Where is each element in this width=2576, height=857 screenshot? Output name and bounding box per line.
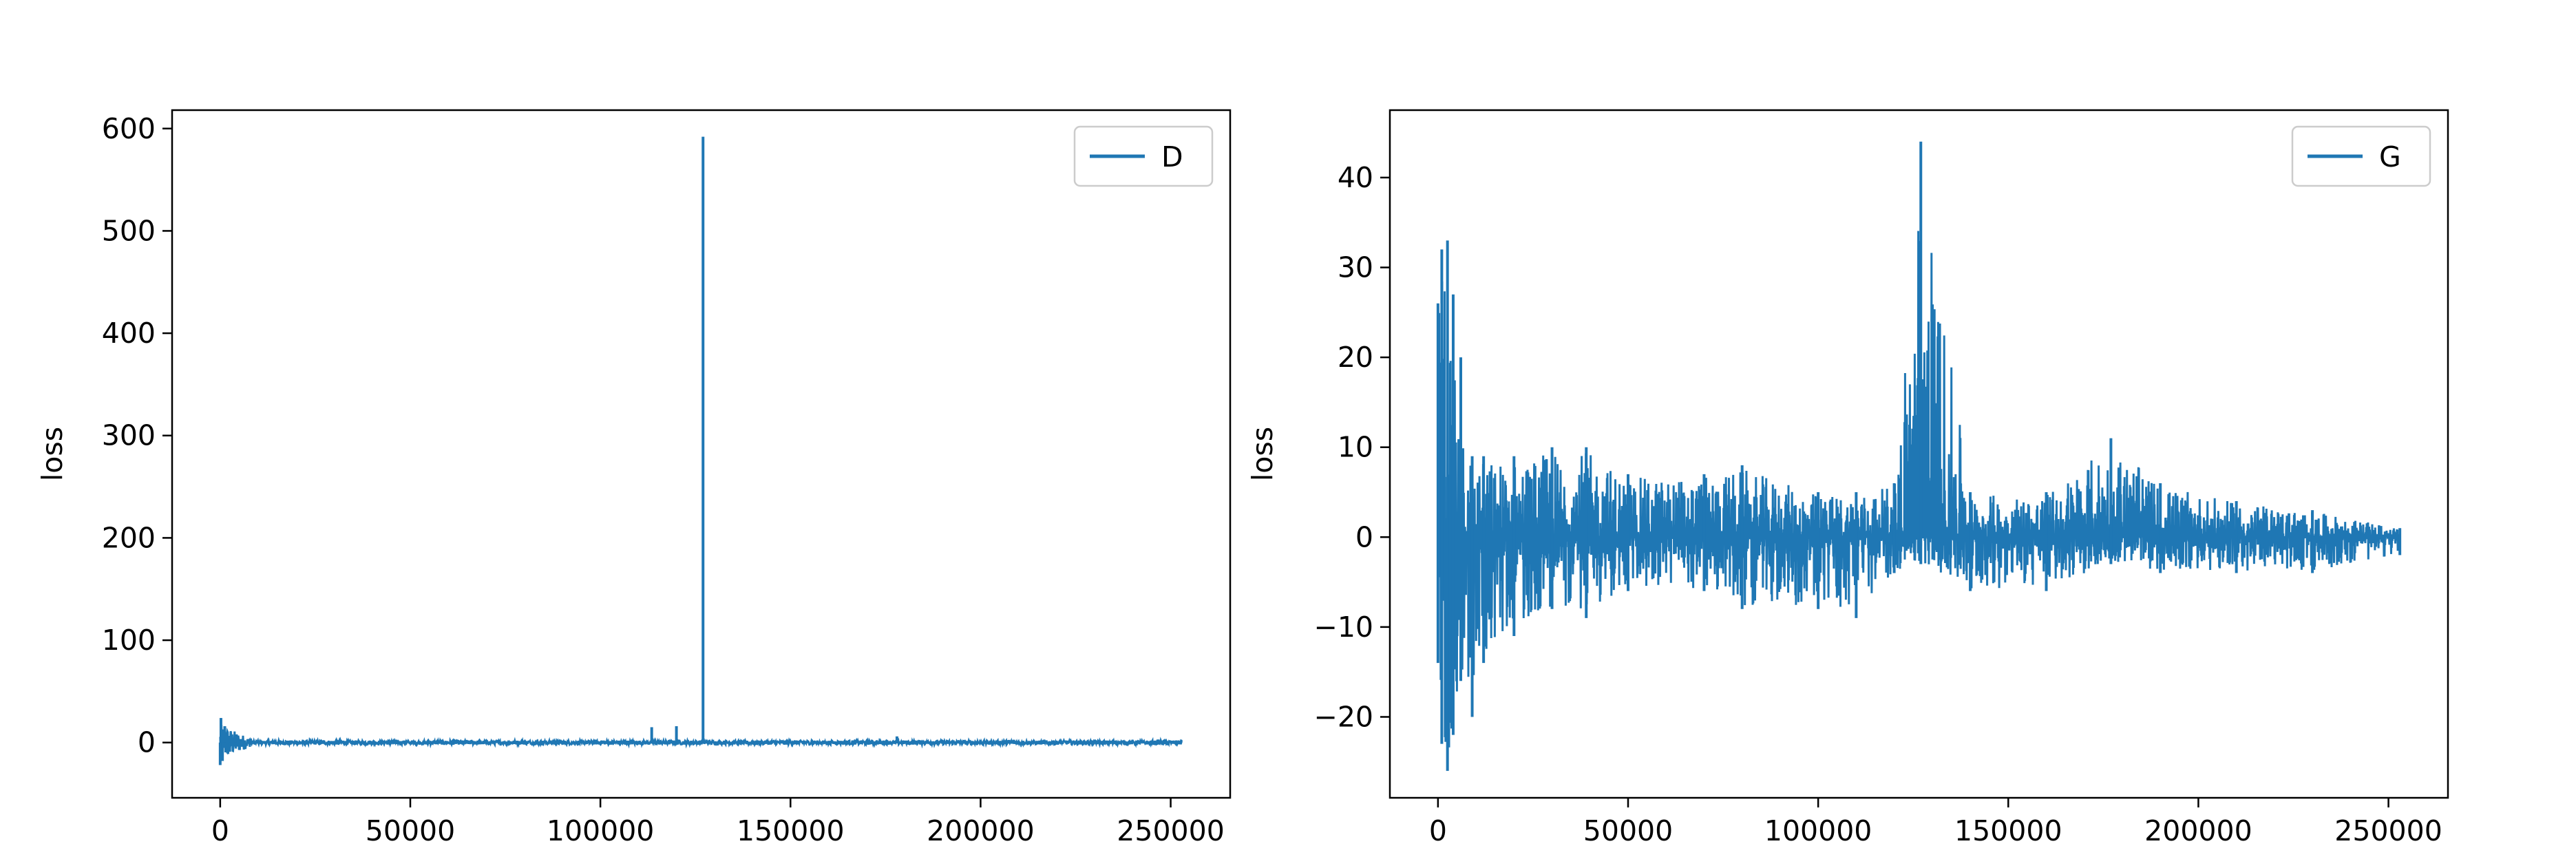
legend: G [2291,125,2431,187]
y-tick-label: 100 [102,624,156,657]
series-line [219,724,1183,755]
x-tick-label: 100000 [547,814,655,847]
y-tick-label: 0 [1355,520,1373,553]
y-tick-label: 0 [138,726,156,759]
y-axis: 0 100 200 300 400 500 600 [102,112,172,759]
x-tick-label: 0 [211,814,229,847]
y-tick-label: −20 [1313,700,1373,733]
x-tick-label: 150000 [1954,814,2062,847]
series-d [218,136,1183,765]
x-tick-label: 200000 [927,814,1035,847]
axes-frame [1389,109,2449,799]
chart-panel-generator: 0 50000 100000 150000 200000 250000 −20 −10 0 10… [1246,109,2449,847]
x-tick-label: 150000 [737,814,845,847]
y-axis-label: loss [36,427,69,481]
x-tick-label: 0 [1429,814,1447,847]
y-tick-label: 300 [102,419,156,452]
legend-label-d: D [1161,140,1183,173]
x-tick-label: 50000 [1583,814,1673,847]
x-tick-label: 250000 [2334,814,2442,847]
y-axis-label: loss [1246,427,1279,481]
y-axis: −20 −10 0 10 20 30 40 [1313,161,1390,733]
y-tick-label: 400 [102,317,156,350]
y-tick-label: 500 [102,214,156,247]
y-tick-label: 600 [102,112,156,145]
legend: D [1073,125,1214,187]
series-line [1437,231,2401,748]
y-tick-label: 30 [1338,251,1373,284]
legend-label-g: G [2379,140,2401,173]
x-tick-label: 250000 [1117,814,1225,847]
x-axis: 0 50000 100000 150000 200000 250000 [211,798,1225,847]
y-tick-label: 200 [102,521,156,554]
y-tick-label: −10 [1313,611,1373,644]
axes-frame [171,109,1232,799]
x-axis: 0 50000 100000 150000 200000 250000 [1429,798,2442,847]
x-tick-label: 100000 [1764,814,1872,847]
y-tick-label: 10 [1338,431,1373,464]
x-tick-label: 50000 [366,814,455,847]
chart-panel-discriminator: 0 50000 100000 150000 200000 250000 0 100 200 30… [36,109,1232,847]
y-tick-label: 20 [1338,341,1373,374]
series-g [1436,141,2402,771]
y-tick-label: 40 [1338,161,1373,194]
x-tick-label: 200000 [2144,814,2252,847]
